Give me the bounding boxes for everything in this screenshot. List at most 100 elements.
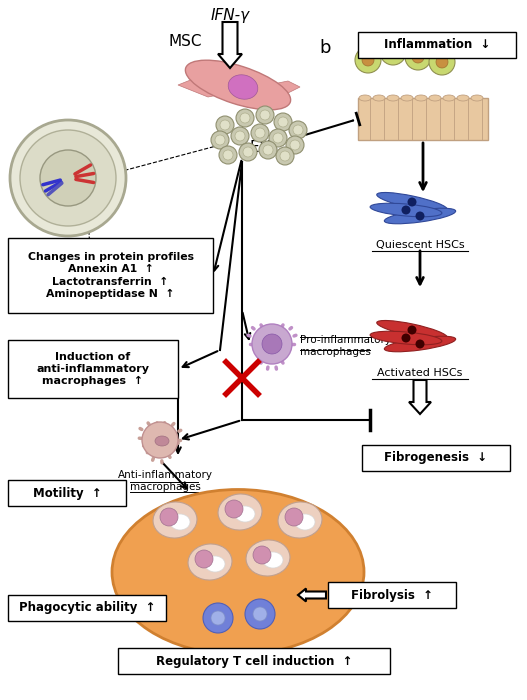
- FancyBboxPatch shape: [328, 582, 456, 608]
- Circle shape: [253, 607, 267, 621]
- Text: Activated HSCs: Activated HSCs: [377, 368, 463, 378]
- Text: Regulatory T cell induction  ↑: Regulatory T cell induction ↑: [156, 654, 352, 668]
- Ellipse shape: [205, 556, 225, 572]
- Ellipse shape: [377, 193, 447, 211]
- Text: IFN-γ: IFN-γ: [210, 8, 250, 23]
- FancyBboxPatch shape: [8, 340, 178, 398]
- Circle shape: [231, 127, 249, 145]
- Ellipse shape: [235, 506, 255, 522]
- Circle shape: [289, 121, 307, 139]
- Text: b: b: [319, 39, 331, 57]
- Circle shape: [253, 546, 271, 564]
- Circle shape: [407, 326, 416, 335]
- Text: MSC: MSC: [168, 34, 202, 50]
- Circle shape: [260, 110, 270, 120]
- FancyBboxPatch shape: [362, 445, 510, 471]
- FancyBboxPatch shape: [8, 595, 166, 621]
- Circle shape: [240, 113, 250, 123]
- Ellipse shape: [186, 60, 290, 110]
- Circle shape: [269, 129, 287, 147]
- Ellipse shape: [370, 331, 442, 345]
- Ellipse shape: [384, 208, 456, 224]
- Ellipse shape: [370, 203, 442, 217]
- Text: Motility  ↑: Motility ↑: [33, 486, 101, 500]
- Text: Fibrolysis  ↑: Fibrolysis ↑: [351, 589, 433, 601]
- Circle shape: [256, 106, 274, 124]
- FancyArrow shape: [218, 22, 242, 68]
- Circle shape: [195, 550, 213, 568]
- Text: Phagocytic ability  ↑: Phagocytic ability ↑: [19, 601, 155, 615]
- Circle shape: [436, 56, 448, 68]
- Circle shape: [225, 500, 243, 518]
- Circle shape: [263, 145, 273, 155]
- Ellipse shape: [153, 502, 197, 538]
- Ellipse shape: [415, 95, 427, 101]
- Circle shape: [262, 334, 282, 354]
- Ellipse shape: [373, 95, 385, 101]
- Polygon shape: [178, 73, 300, 97]
- Circle shape: [235, 131, 245, 141]
- Circle shape: [285, 508, 303, 526]
- Circle shape: [362, 54, 374, 66]
- Ellipse shape: [112, 489, 364, 654]
- FancyBboxPatch shape: [8, 238, 213, 313]
- Ellipse shape: [429, 95, 441, 101]
- Circle shape: [286, 136, 304, 154]
- Text: sEVs: sEVs: [242, 141, 278, 155]
- FancyArrow shape: [409, 380, 431, 414]
- Circle shape: [211, 611, 225, 625]
- Circle shape: [387, 46, 399, 58]
- Circle shape: [278, 117, 288, 127]
- Ellipse shape: [359, 95, 371, 101]
- Circle shape: [255, 128, 265, 138]
- Circle shape: [142, 422, 178, 458]
- Circle shape: [293, 125, 303, 135]
- Circle shape: [40, 150, 96, 206]
- Circle shape: [405, 44, 431, 70]
- Circle shape: [402, 333, 411, 342]
- FancyBboxPatch shape: [358, 32, 516, 58]
- Circle shape: [215, 135, 225, 145]
- Ellipse shape: [295, 514, 315, 530]
- Circle shape: [236, 109, 254, 127]
- Circle shape: [380, 39, 406, 65]
- Text: Induction of
anti-inflammatory
macrophages  ↑: Induction of anti-inflammatory macrophag…: [36, 351, 150, 386]
- Circle shape: [415, 211, 425, 220]
- Circle shape: [10, 120, 126, 236]
- Ellipse shape: [384, 336, 456, 352]
- Circle shape: [251, 124, 269, 142]
- Circle shape: [402, 206, 411, 214]
- FancyBboxPatch shape: [358, 98, 488, 140]
- Ellipse shape: [387, 95, 399, 101]
- Circle shape: [355, 47, 381, 73]
- Circle shape: [203, 603, 233, 633]
- FancyBboxPatch shape: [118, 648, 390, 674]
- Circle shape: [290, 140, 300, 150]
- Circle shape: [20, 130, 116, 226]
- FancyArrow shape: [298, 589, 326, 601]
- Circle shape: [407, 197, 416, 206]
- Circle shape: [412, 51, 424, 63]
- Text: Fibrogenesis  ↓: Fibrogenesis ↓: [384, 452, 487, 465]
- Text: a: a: [12, 156, 23, 174]
- Ellipse shape: [401, 95, 413, 101]
- Text: Anti-inflammatory
macrophages: Anti-inflammatory macrophages: [118, 470, 212, 492]
- Ellipse shape: [263, 552, 283, 568]
- Ellipse shape: [457, 95, 469, 101]
- Circle shape: [239, 143, 257, 161]
- Circle shape: [245, 599, 275, 629]
- Ellipse shape: [443, 95, 455, 101]
- Ellipse shape: [278, 502, 322, 538]
- Circle shape: [280, 151, 290, 161]
- Circle shape: [220, 120, 230, 130]
- Text: Inflammation  ↓: Inflammation ↓: [384, 38, 490, 52]
- Ellipse shape: [377, 321, 447, 340]
- Circle shape: [211, 131, 229, 149]
- Circle shape: [216, 116, 234, 134]
- Circle shape: [429, 49, 455, 75]
- Circle shape: [274, 113, 292, 131]
- Circle shape: [243, 147, 253, 157]
- Ellipse shape: [218, 494, 262, 530]
- Ellipse shape: [471, 95, 483, 101]
- Ellipse shape: [170, 514, 190, 530]
